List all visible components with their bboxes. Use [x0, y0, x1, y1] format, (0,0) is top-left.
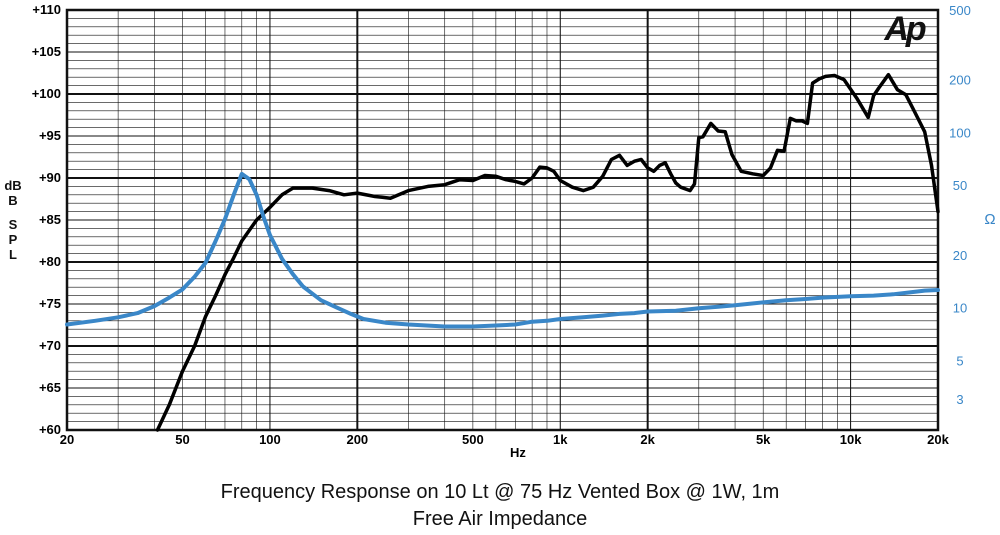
y-axis-label-p: P — [9, 232, 18, 247]
x-tick-label: 500 — [462, 432, 484, 447]
y-axis-label-l: L — [9, 247, 17, 262]
y-tick-label-right: 3 — [956, 392, 963, 407]
series-layer — [65, 72, 940, 432]
y-tick-label-left: +110 — [32, 2, 61, 17]
y-axis-label-s: S — [9, 217, 18, 232]
y-tick-label-left: +100 — [32, 86, 61, 101]
y-tick-label-right: 100 — [949, 125, 971, 140]
y-tick-label-right: 5 — [956, 353, 963, 368]
x-tick-label: 10k — [840, 432, 862, 447]
impedance-series-line — [65, 171, 940, 329]
x-tick-label: 200 — [346, 432, 368, 447]
y-tick-label-left: +90 — [39, 170, 61, 185]
x-tick-label: 2k — [640, 432, 655, 447]
ap-logo: Ap — [883, 10, 926, 48]
x-tick-label: 5k — [756, 432, 771, 447]
y-tick-label-right: 50 — [953, 178, 967, 193]
y-axis-right-label: Ω — [984, 211, 995, 228]
chart-subtitle: Free Air Impedance — [412, 508, 588, 530]
y-axis-label-b: B — [8, 193, 17, 208]
y-tick-label-left: +95 — [39, 128, 61, 143]
y-tick-label-left: +75 — [39, 296, 61, 311]
spl-series-line — [155, 72, 940, 432]
x-tick-label: 20k — [927, 432, 949, 447]
x-tick-label: 100 — [259, 432, 281, 447]
y-tick-label-right: 500 — [949, 3, 971, 18]
y-tick-label-left: +70 — [39, 338, 61, 353]
y-tick-label-left: +60 — [39, 422, 61, 437]
x-tick-label: 50 — [175, 432, 189, 447]
x-axis-label: Hz — [510, 445, 526, 460]
plot-frame — [65, 8, 940, 432]
y-tick-label-right: 20 — [953, 248, 967, 263]
y-tick-label-left: +80 — [39, 254, 61, 269]
y-tick-label-left: +105 — [32, 44, 61, 59]
y-tick-label-left: +65 — [39, 380, 61, 395]
y-tick-label-right: 200 — [949, 73, 971, 88]
frequency-response-chart: 20 50 100 200 500 1k 2k 5k 10k 20k +60 +65 +70 +75 +80… — [4, 2, 995, 460]
y-tick-label-right: 10 — [953, 301, 967, 316]
y-tick-label-left: +85 — [39, 212, 61, 227]
x-tick-label: 1k — [553, 432, 568, 447]
tick-labels: 20 50 100 200 500 1k 2k 5k 10k 20k +60 +65 +70 +75 +80… — [32, 2, 971, 447]
y-axis-label-db: dB — [4, 178, 21, 193]
chart-title: Frequency Response on 10 Lt @ 75 Hz Vent… — [220, 481, 780, 503]
x-tick-label: 20 — [60, 432, 74, 447]
major-grid — [67, 10, 938, 430]
